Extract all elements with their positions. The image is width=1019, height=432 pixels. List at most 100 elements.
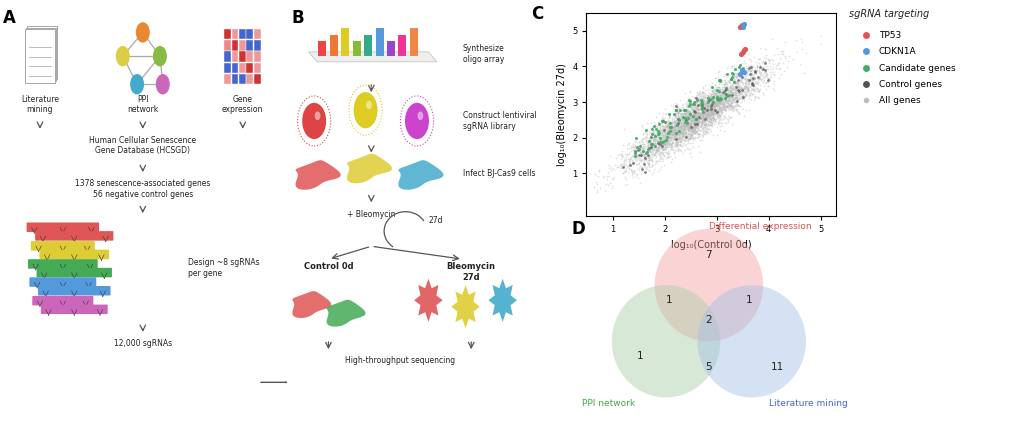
Point (695, 118, 711, 125)
Point (701, 107, 717, 114)
Point (741, 67, 757, 74)
Point (635, 143, 651, 149)
Point (662, 124, 679, 130)
Point (701, 116, 717, 123)
Point (718, 86, 735, 93)
Point (621, 159, 637, 166)
Point (660, 134, 677, 141)
Point (688, 124, 704, 130)
Point (614, 161, 631, 168)
Point (628, 143, 644, 150)
Point (669, 127, 686, 134)
Point (737, 106, 753, 113)
Point (681, 111, 697, 118)
Point (645, 132, 661, 139)
Point (653, 153, 669, 160)
Point (684, 112, 700, 119)
Point (694, 101, 710, 108)
Point (720, 88, 737, 95)
Point (654, 138, 671, 145)
Point (718, 98, 735, 105)
Point (701, 113, 717, 120)
Point (686, 118, 702, 125)
Bar (254, 74, 261, 84)
Point (723, 80, 740, 87)
Point (714, 106, 731, 113)
Point (742, 83, 758, 90)
Point (688, 120, 704, 127)
Point (676, 137, 692, 144)
Point (642, 136, 658, 143)
Point (676, 137, 692, 144)
Point (746, 75, 762, 82)
Point (716, 106, 733, 113)
Point (707, 98, 723, 105)
Point (676, 132, 692, 139)
Point (699, 105, 715, 112)
Point (658, 130, 675, 137)
Point (676, 115, 692, 122)
Point (693, 113, 709, 120)
Point (692, 126, 708, 133)
Point (636, 145, 652, 152)
Point (762, 66, 779, 73)
Point (703, 94, 719, 101)
Point (674, 142, 690, 149)
Point (655, 136, 672, 143)
Point (685, 114, 701, 121)
Point (652, 142, 668, 149)
Point (688, 118, 704, 125)
Point (642, 129, 658, 136)
Point (699, 109, 715, 116)
Point (633, 156, 649, 163)
Point (666, 121, 683, 128)
Point (739, 87, 755, 94)
Point (693, 103, 709, 110)
Point (740, 84, 756, 91)
Point (690, 118, 706, 125)
Point (663, 132, 680, 139)
FancyBboxPatch shape (35, 231, 113, 241)
Point (679, 109, 695, 116)
Point (672, 140, 688, 147)
Point (729, 91, 745, 98)
Point (690, 112, 706, 119)
Point (718, 113, 735, 120)
Point (630, 164, 646, 171)
Point (792, 36, 808, 43)
Point (745, 62, 761, 69)
Point (696, 111, 712, 118)
Point (716, 104, 733, 111)
Point (720, 101, 737, 108)
Point (715, 88, 732, 95)
Point (675, 117, 691, 124)
Point (681, 149, 697, 156)
Text: Literature
mining: Literature mining (21, 95, 59, 114)
Circle shape (156, 75, 169, 94)
Bar (238, 40, 246, 51)
Point (707, 98, 723, 105)
Point (711, 88, 728, 95)
Point (683, 108, 699, 115)
Point (732, 78, 748, 85)
Point (648, 123, 664, 130)
Point (692, 119, 708, 126)
Point (671, 114, 687, 121)
Point (641, 146, 657, 153)
Point (678, 124, 694, 130)
Point (669, 136, 686, 143)
Point (730, 83, 746, 90)
Point (649, 140, 665, 146)
Point (751, 69, 767, 76)
Point (640, 160, 656, 167)
Point (676, 129, 692, 136)
Point (632, 143, 648, 149)
Point (690, 116, 706, 123)
Point (712, 94, 729, 101)
Point (748, 63, 764, 70)
Point (666, 126, 683, 133)
Point (666, 123, 683, 130)
Point (713, 97, 730, 104)
Point (656, 110, 673, 117)
Point (669, 108, 686, 115)
